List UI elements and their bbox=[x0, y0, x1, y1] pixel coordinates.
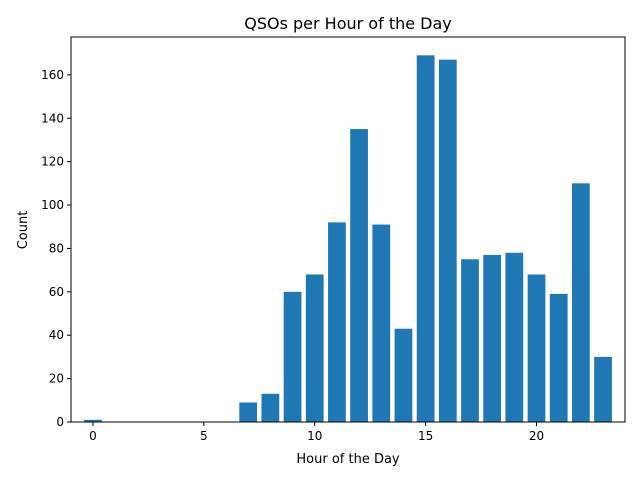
bar-hour-17 bbox=[461, 259, 479, 422]
bar-hour-19 bbox=[505, 252, 524, 422]
y-tick-label: 40 bbox=[49, 328, 64, 342]
y-tick-label: 160 bbox=[41, 68, 64, 82]
x-tick-label: 10 bbox=[307, 429, 322, 443]
bar-hour-0 bbox=[84, 419, 102, 422]
bar-hour-20 bbox=[527, 274, 546, 422]
x-tick-label: 0 bbox=[89, 429, 97, 443]
bar-hour-11 bbox=[328, 222, 346, 422]
bar-hour-23 bbox=[594, 356, 612, 422]
x-axis-label: Hour of the Day bbox=[296, 452, 400, 467]
x-tick-label: 15 bbox=[418, 429, 433, 443]
y-tick-label: 20 bbox=[49, 372, 64, 386]
y-tick-label: 60 bbox=[49, 285, 64, 299]
axes: 0 5 10 15 20 0 20 40 60 80 100 120 140 160 bbox=[41, 36, 626, 443]
plot-frame bbox=[70, 36, 626, 423]
bar-hour-18 bbox=[483, 254, 502, 422]
bar-hour-14 bbox=[394, 328, 413, 422]
bars bbox=[84, 55, 612, 423]
bar-hour-22 bbox=[572, 183, 590, 422]
bar-hour-8 bbox=[261, 393, 280, 422]
y-axis-label: Count bbox=[16, 211, 31, 250]
bar-hour-9 bbox=[283, 291, 302, 422]
bar-hour-12 bbox=[350, 129, 368, 422]
y-tick-label: 80 bbox=[49, 241, 64, 255]
bar-hour-15 bbox=[416, 55, 435, 422]
y-tick-label: 120 bbox=[41, 155, 64, 169]
y-tick-label: 100 bbox=[41, 198, 64, 212]
bar-hour-13 bbox=[372, 224, 391, 422]
chart-title: QSOs per Hour of the Day bbox=[244, 14, 452, 33]
bar-hour-16 bbox=[438, 59, 457, 423]
bar-hour-7 bbox=[239, 402, 258, 422]
y-tick-label: 0 bbox=[56, 415, 64, 429]
bar-hour-21 bbox=[549, 293, 568, 422]
x-tick-label: 20 bbox=[529, 429, 544, 443]
y-tick-label: 140 bbox=[41, 111, 64, 125]
x-tick-label: 5 bbox=[200, 429, 208, 443]
bar-hour-10 bbox=[305, 274, 324, 422]
